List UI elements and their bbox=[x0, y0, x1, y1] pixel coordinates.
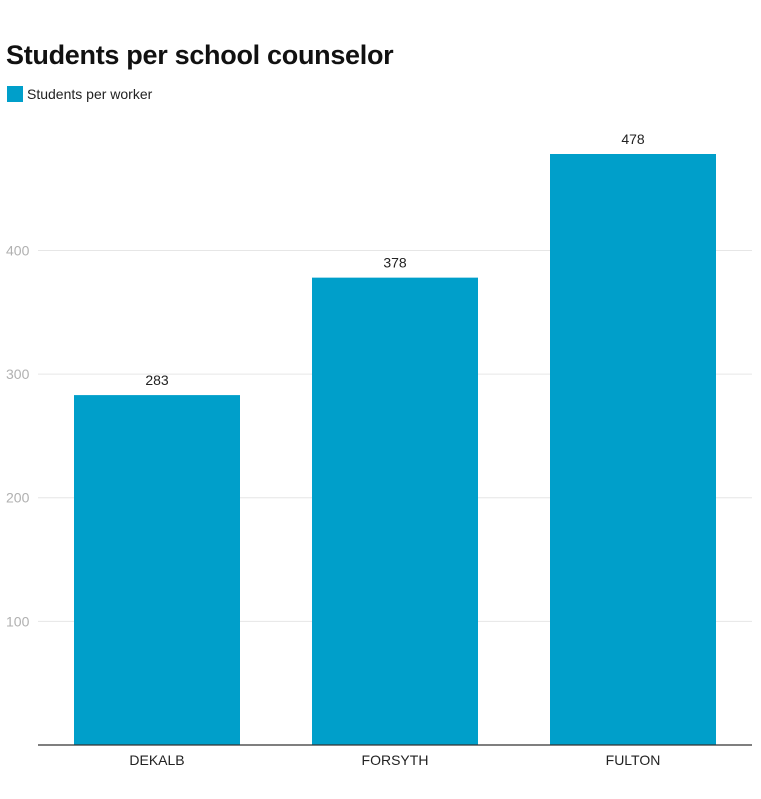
x-tick-label: FORSYTH bbox=[362, 752, 429, 768]
chart-title: Students per school counselor bbox=[6, 40, 394, 70]
bar bbox=[74, 395, 240, 745]
bar bbox=[550, 154, 716, 745]
y-tick-label: 100 bbox=[6, 613, 30, 629]
y-tick-label: 200 bbox=[6, 490, 30, 506]
data-label: 378 bbox=[383, 255, 407, 271]
x-tick-label: DEKALB bbox=[129, 752, 184, 768]
legend: Students per worker bbox=[7, 86, 152, 102]
y-tick-label: 400 bbox=[6, 242, 30, 258]
data-label: 478 bbox=[621, 131, 645, 147]
legend-label: Students per worker bbox=[27, 86, 153, 102]
legend-swatch bbox=[7, 86, 23, 102]
x-tick-label: FULTON bbox=[606, 752, 661, 768]
data-label: 283 bbox=[145, 372, 169, 388]
y-tick-label: 300 bbox=[6, 366, 30, 382]
bar bbox=[312, 277, 478, 745]
